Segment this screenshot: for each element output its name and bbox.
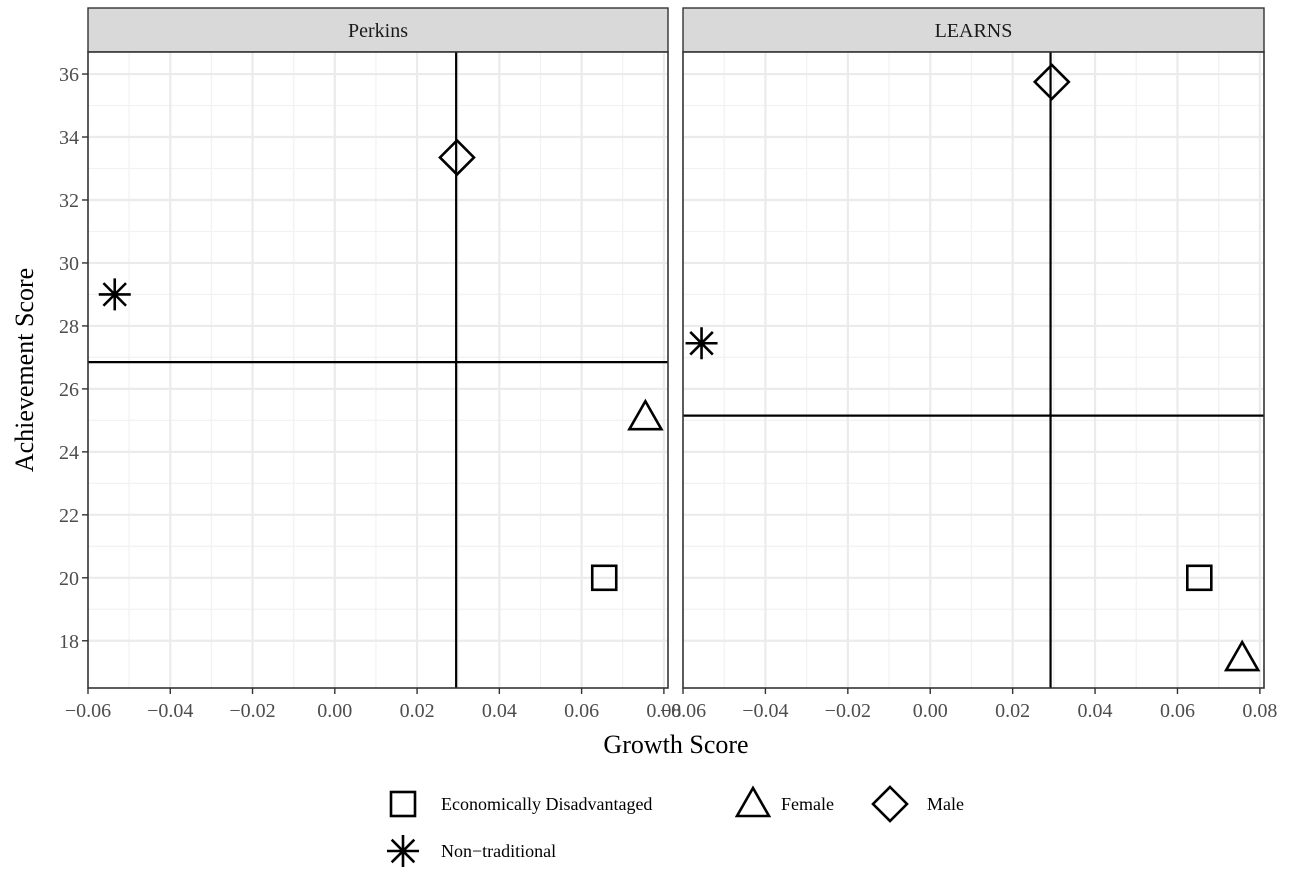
panel-title: LEARNS [935,20,1013,42]
y-tick-label: 20 [59,568,79,590]
x-tick-label: 0.02 [400,700,435,722]
legend-label: Economically Disadvantaged [441,794,652,814]
point-male [1032,63,1071,101]
x-tick-label: 0.00 [317,700,352,722]
panel-background [683,52,1264,688]
x-tick-label: −0.04 [147,700,193,722]
x-tick-label: 0.00 [913,700,948,722]
panel-background [88,52,668,688]
x-axis-title: Growth Score [603,730,748,759]
panel-title: Perkins [348,20,408,42]
legend-label: Non−traditional [441,841,556,861]
legend-key-asterisk [387,835,419,867]
y-tick-label: 36 [59,64,79,86]
point-male [438,138,476,177]
point-economically-disadvantaged [590,564,618,592]
legend-label: Male [927,794,964,814]
x-tick-label: −0.06 [660,700,706,722]
legend-item-male: Male [871,785,964,823]
panel-strip [682,7,1265,53]
legend-key-triangle [734,785,772,818]
panel-learns: LEARNS −0.06 −0.04 −0.02 0.00 0.02 0.04 0.06 0.0… [660,7,1277,722]
x-tick-label: 0.04 [482,700,517,722]
x-tick-label: −0.02 [229,700,275,722]
x-tick-label: −0.06 [65,700,111,722]
panel-strip [87,7,669,53]
x-tick-label: 0.02 [995,700,1030,722]
legend-key-square [389,790,417,818]
x-tick-label: 0.04 [1078,700,1113,722]
x-axis: −0.06 −0.04 −0.02 0.00 0.02 0.04 0.06 0.08 [660,688,1277,722]
y-tick-label: 28 [59,316,79,338]
y-tick-label: 26 [59,379,79,401]
legend-key-diamond [871,785,909,823]
panel-perkins: Perkins −0.06 −0.04 −0.02 0.00 0.02 0.04 0.06 0.… [65,7,681,722]
y-tick-label: 18 [59,631,79,653]
panel-border [87,51,669,689]
legend: Economically Disadvantaged Female Male Non−… [387,785,964,867]
point-female [627,398,664,431]
point-non-traditional [685,327,718,360]
y-tick-label: 24 [59,442,79,464]
y-tick-label: 30 [59,253,79,275]
x-tick-label: 0.06 [564,700,599,722]
y-tick-label: 22 [59,505,79,527]
y-axis-title: Achievement Score [10,268,39,472]
x-tick-label: 0.06 [1160,700,1195,722]
x-tick-label: −0.04 [742,700,788,722]
y-tick-label: 32 [59,190,79,212]
point-non-traditional [98,278,131,311]
y-tick-label: 34 [59,127,79,149]
gridlines [683,52,1264,688]
x-tick-label: 0.08 [646,700,681,722]
x-tick-label: −0.02 [825,700,871,722]
legend-item-non-traditional: Non−traditional [387,835,556,867]
point-female [1223,639,1261,672]
point-economically-disadvantaged [1186,564,1213,592]
panels-layer: Perkins −0.06 −0.04 −0.02 0.00 0.02 0.04 0.06 0.… [65,7,1277,722]
legend-label: Female [781,794,834,814]
legend-item-female: Female [734,785,834,818]
x-axis: −0.06 −0.04 −0.02 0.00 0.02 0.04 0.06 0.08 [65,688,681,722]
panel-border [682,51,1265,689]
y-axis: 18 20 22 24 26 28 30 32 34 36 [59,64,88,653]
legend-item-economically-disadvantaged: Economically Disadvantaged [389,790,652,818]
gridlines [88,52,668,688]
x-tick-label: 0.08 [1242,700,1277,722]
